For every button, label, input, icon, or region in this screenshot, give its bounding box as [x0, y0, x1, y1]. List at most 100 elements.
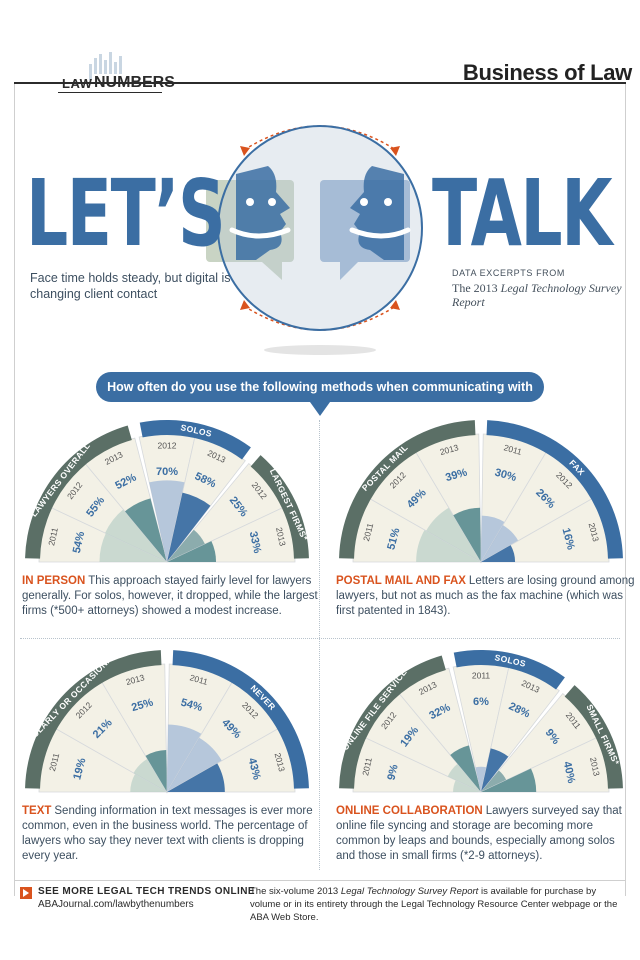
page-frame: [14, 84, 626, 896]
fan-value-slice: [124, 498, 167, 562]
fan-year-label: 2011: [361, 522, 375, 542]
fan-value-slice: [481, 770, 507, 792]
logo-underline: [58, 92, 162, 93]
arrow-right-icon[interactable]: [20, 887, 32, 899]
fan-value-slice: [130, 773, 167, 792]
fan-year-label: 2011: [46, 526, 60, 546]
footer: SEE MORE LEGAL TECH TRENDS ONLINE ABAJou…: [14, 880, 626, 923]
fan-value-slice: [167, 763, 225, 792]
header-rule: [14, 82, 626, 84]
online-collab-heading: ONLINE COLLABORATION: [336, 805, 483, 817]
fan-value-slice: [167, 737, 222, 792]
question-banner: How often do you use the following metho…: [96, 372, 544, 424]
fan-value-slice: [167, 541, 217, 562]
fan-value-slice: [149, 480, 185, 562]
title-talk: TALK: [432, 160, 613, 267]
fan-value-label: 19%: [71, 757, 88, 782]
hero-illustration: [206, 125, 423, 355]
fan-value-label: 33%: [247, 530, 264, 554]
fan-year-label: 2011: [503, 442, 524, 457]
fan-value-slice: [447, 763, 481, 792]
fan-group-band: [25, 425, 132, 559]
fan-year-label: 2011: [47, 752, 61, 772]
logo-bars-icon: [89, 52, 122, 80]
fan-value-slice: [475, 766, 487, 792]
text-text: Sending information in text messages is …: [22, 805, 313, 862]
fan-value-label: 39%: [444, 466, 469, 484]
fan-value-slice: [481, 515, 505, 562]
panel-divider-vertical: [319, 420, 320, 870]
fan-group-band: [486, 420, 623, 559]
in-person-heading: IN PERSON: [22, 575, 86, 587]
panel-divider-horizontal: [20, 638, 620, 639]
excerpt-label: DATA EXCERPTS FROM: [452, 268, 565, 278]
hero-shadow: [264, 345, 376, 355]
fan-value-slice: [481, 768, 537, 792]
online-collab-text: Lawyers surveyed say that online file sy…: [336, 805, 622, 862]
fan-value-slice: [105, 509, 167, 562]
postal-fax-heading: POSTAL MAIL AND FAX: [336, 575, 466, 587]
fan-value-slice: [99, 533, 167, 562]
fan-value-label: 43%: [245, 757, 262, 782]
fan-value-label: 6%: [473, 696, 489, 708]
footer-note-prefix: The six-volume 2013: [250, 886, 339, 897]
fan-value-slice: [167, 724, 202, 792]
fan-year-label: 2013: [588, 756, 602, 777]
fan-value-label: 70%: [156, 466, 178, 478]
footer-note: The six-volume 2013 Legal Technology Sur…: [250, 885, 624, 924]
fan-value-slice: [481, 545, 516, 562]
excerpt-prefix: The 2013: [452, 281, 498, 295]
excerpt-source: The 2013 Legal Technology Survey Report: [452, 281, 622, 309]
fan-group-band: [453, 650, 565, 690]
fan-value-label: 25%: [130, 696, 155, 714]
fan-year-label: 2013: [587, 522, 602, 543]
panel-in-person: 2011 54% 2012 55% 2013 52% LAWYERS OVERALL 2012…: [22, 418, 322, 619]
fan-value-label: 54%: [71, 530, 88, 554]
in-person-description: IN PERSON This approach stayed fairly lev…: [22, 574, 322, 619]
fan-group-band: [25, 650, 162, 789]
fan-value-label: 51%: [385, 527, 402, 552]
fan-value-slice: [133, 758, 167, 792]
fan-group-band: [339, 420, 476, 559]
footer-note-title: Legal Technology Survey Report: [340, 886, 479, 897]
fan-group-band: [139, 420, 251, 460]
fan-year-label: 2013: [273, 752, 288, 773]
fan-value-slice: [416, 529, 481, 562]
fan-value-slice: [453, 507, 481, 562]
postal-fax-description: POSTAL MAIL AND FAX Letters are losing gr…: [336, 574, 636, 619]
excerpt-title: Legal Technology Survey Report: [452, 281, 622, 309]
fan-year-label: 2013: [274, 526, 288, 547]
fan-group-band: [172, 650, 309, 789]
fan-value-slice: [481, 525, 519, 562]
fan-value-slice: [167, 492, 211, 562]
fan-value-label: 40%: [561, 760, 578, 784]
fan-value-label: 30%: [493, 467, 518, 485]
footer-note-suffix: is available for purchase by volume or i…: [250, 886, 618, 923]
online-collab-description: ONLINE COLLABORATION Lawyers surveyed say…: [336, 804, 636, 864]
title-lets: LET’S: [26, 160, 226, 267]
text-heading: TEXT: [22, 805, 52, 817]
fan-group-band: [339, 655, 446, 789]
hero: LET’S TALK Face time holds steady, but d…: [0, 100, 640, 370]
postal-fax-text: Letters are losing ground among lawyers,…: [336, 575, 635, 617]
footer-url-link[interactable]: ABAJournal.com/lawbythenumbers: [38, 899, 194, 910]
panel-postal-fax: 2011 51% 2012 49% 2013 39% POSTAL MAIL 2011 30% 2…: [336, 418, 636, 619]
panel-online-collab: 2011 9% 2012 19% 2013 32% ONLINE FILE SERVICE 2…: [336, 648, 636, 864]
in-person-text: This approach stayed fairly level for la…: [22, 575, 318, 617]
question-banner-pointer: [310, 402, 330, 416]
fan-year-label: 2011: [360, 756, 374, 776]
panel-text: 2011 19% 2012 21% 2013 25% REGULARLY OR OCCASI…: [22, 648, 322, 864]
section-title: Business of Law: [462, 60, 632, 85]
fan-year-label: 2011: [472, 670, 491, 680]
fan-value-slice: [145, 750, 167, 792]
text-description: TEXT Sending information in text messages…: [22, 804, 322, 864]
hero-subtitle: Face time holds steady, but digital is c…: [30, 271, 231, 301]
fan-value-slice: [450, 745, 481, 792]
fan-group-band: [564, 685, 623, 789]
see-more-link[interactable]: SEE MORE LEGAL TECH TRENDS ONLINE: [38, 886, 255, 897]
fan-value-slice: [481, 748, 509, 792]
fan-value-label: 9%: [385, 763, 400, 781]
